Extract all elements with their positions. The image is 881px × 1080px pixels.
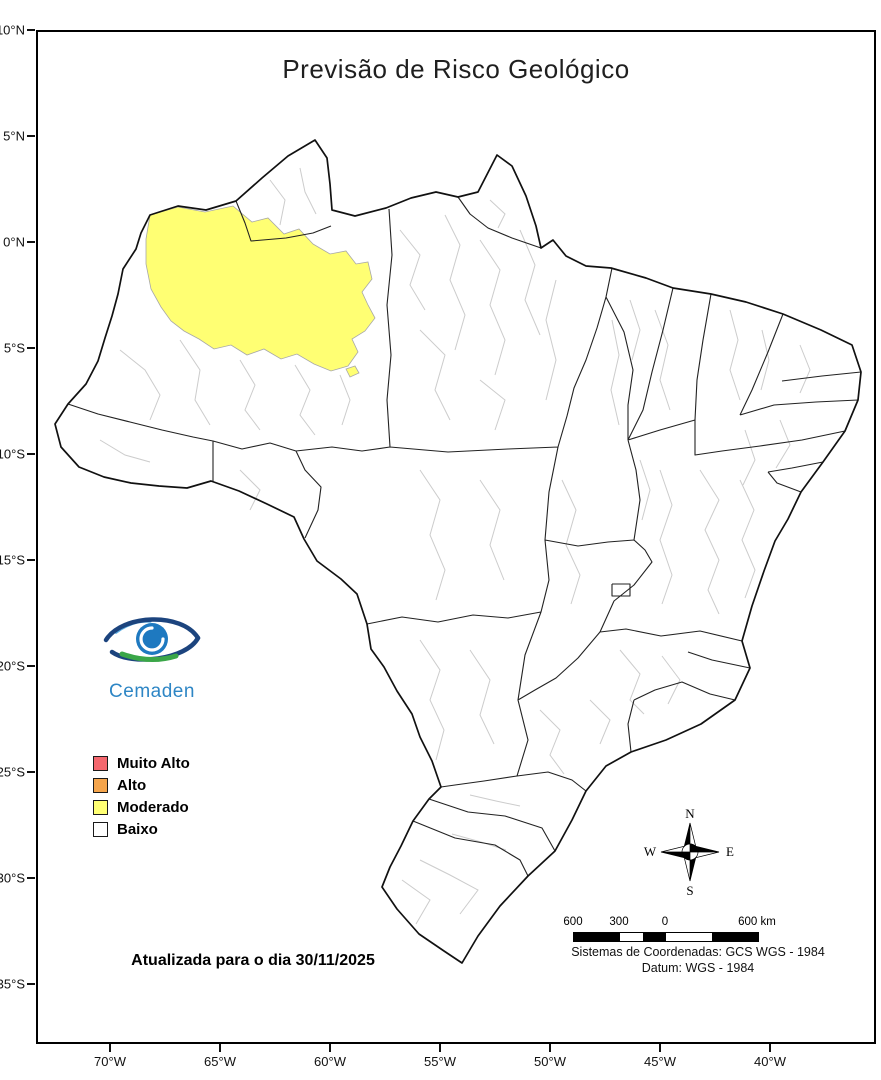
- legend-item-muito-alto: Muito Alto: [93, 752, 190, 774]
- lon-tick-label: 55°W: [424, 1054, 456, 1069]
- compass-rose-icon: N S W E: [644, 806, 734, 898]
- legend-label: Baixo: [117, 820, 158, 838]
- lon-tick-mark: [659, 1044, 661, 1052]
- lat-tick-mark: [27, 241, 35, 243]
- lat-tick-mark: [27, 665, 35, 667]
- brazil-outline: [54, 139, 862, 964]
- legend-label: Moderado: [117, 798, 189, 816]
- lat-tick-label: 30°S: [0, 870, 25, 886]
- lon-tick-mark: [219, 1044, 221, 1052]
- lat-tick-label: 10°N: [0, 22, 25, 38]
- lat-tick-label: 0°N: [3, 234, 25, 250]
- lat-tick-mark: [27, 983, 35, 985]
- coord-system-text: Sistemas de Coordenadas: GCS WGS - 1984: [571, 945, 825, 959]
- scale-bar-segment: [643, 933, 666, 941]
- cemaden-logo: Cemaden: [92, 602, 212, 703]
- lon-tick-label: 45°W: [644, 1054, 676, 1069]
- legend-label: Muito Alto: [117, 754, 190, 772]
- scale-bar-graphic: [573, 932, 759, 942]
- legend-item-alto: Alto: [93, 774, 190, 796]
- scale-label: 600 km: [738, 916, 776, 928]
- scale-label: 0: [661, 916, 669, 928]
- lat-tick-mark: [27, 29, 35, 31]
- lon-tick-label: 40°W: [754, 1054, 786, 1069]
- scale-bar: 600 300 0 600 km: [558, 916, 788, 946]
- lat-tick-mark: [27, 135, 35, 137]
- lon-tick-label: 60°W: [314, 1054, 346, 1069]
- cemaden-eye-icon: [103, 617, 201, 662]
- legend-item-moderado: Moderado: [93, 796, 190, 818]
- legend-swatch-muito-alto: [93, 755, 108, 771]
- legend-swatch-alto: [93, 777, 108, 793]
- lon-tick-label: 50°W: [534, 1054, 566, 1069]
- lon-tick-mark: [109, 1044, 111, 1052]
- scale-bar-segment: [666, 933, 712, 941]
- datum-text: Datum: WGS - 1984: [641, 961, 755, 975]
- lon-tick-mark: [549, 1044, 551, 1052]
- moderado-risk-region-small: [345, 365, 360, 378]
- lat-tick-mark: [27, 559, 35, 561]
- lat-tick-mark: [27, 877, 35, 879]
- lon-tick-label: 65°W: [204, 1054, 236, 1069]
- scale-bar-segment: [712, 933, 758, 941]
- moderado-risk-region: [145, 205, 376, 372]
- compass-east-label: E: [726, 844, 734, 859]
- lat-tick-label: 5°N: [3, 128, 25, 144]
- lon-tick-mark: [439, 1044, 441, 1052]
- compass-west-label: W: [644, 844, 657, 859]
- scale-label: 300: [609, 916, 629, 928]
- legend-item-baixo: Baixo: [93, 818, 190, 840]
- compass-north-label: N: [685, 806, 695, 821]
- lat-tick-label: 5°S: [3, 340, 25, 356]
- lat-tick-label: 35°S: [0, 976, 25, 992]
- state-borders: [67, 196, 862, 877]
- legend-label: Alto: [117, 776, 147, 794]
- compass-south-label: S: [686, 883, 693, 898]
- updated-date-text: Atualizada para o dia 30/11/2025: [131, 952, 375, 969]
- lat-tick-mark: [27, 453, 35, 455]
- lon-tick-label: 70°W: [94, 1054, 126, 1069]
- page-title: Previsão de Risco Geológico: [282, 54, 630, 84]
- lat-tick-label: 20°S: [0, 658, 25, 674]
- lon-tick-mark: [329, 1044, 331, 1052]
- risk-legend: Muito Alto Alto Moderado Baixo: [93, 752, 190, 840]
- lat-tick-mark: [27, 771, 35, 773]
- lat-tick-label: 25°S: [0, 764, 25, 780]
- legend-swatch-baixo: [93, 821, 108, 837]
- lat-tick-label: 15°S: [0, 552, 25, 568]
- lon-tick-mark: [769, 1044, 771, 1052]
- coordinate-system-note: Sistemas de Coordenadas: GCS WGS - 1984 …: [520, 944, 876, 976]
- scale-bar-segment: [620, 933, 643, 941]
- scale-label: 600: [563, 916, 583, 928]
- lat-tick-label: 10°S: [0, 446, 25, 462]
- legend-swatch-moderado: [93, 799, 108, 815]
- cemaden-logo-text: Cemaden: [109, 681, 195, 702]
- scale-bar-segment: [574, 933, 620, 941]
- lat-tick-mark: [27, 347, 35, 349]
